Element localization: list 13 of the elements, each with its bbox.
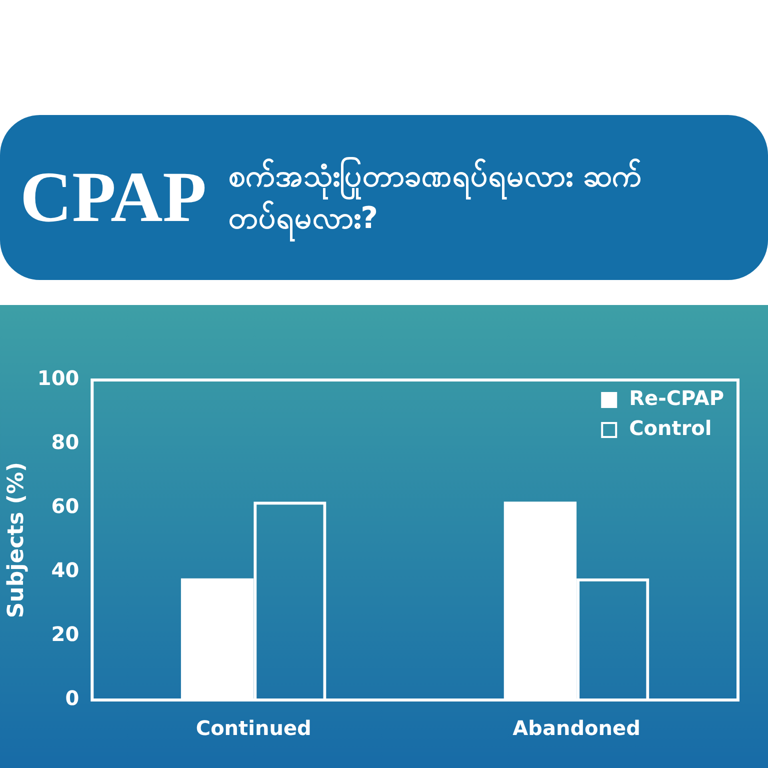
y-tick-label: 100	[37, 366, 80, 390]
legend-label: Control	[629, 416, 712, 440]
x-tick-label: Continued	[196, 716, 312, 740]
chart-subtitle: စက်အသုံးပြုတာခဏရပ်ရမလား ဆက်တပ်ရမလား?	[228, 156, 644, 240]
y-tick-label: 0	[65, 686, 80, 710]
y-tick-label: 60	[51, 494, 80, 518]
y-tick-label: 20	[51, 622, 80, 646]
y-tick-label: 80	[51, 430, 80, 454]
legend-label: Re-CPAP	[629, 386, 724, 410]
chart-title: CPAP	[20, 156, 207, 239]
y-tick-label: 40	[51, 558, 80, 582]
y-axis-title: Subjects (%)	[4, 462, 29, 618]
x-tick-label: Abandoned	[512, 716, 640, 740]
